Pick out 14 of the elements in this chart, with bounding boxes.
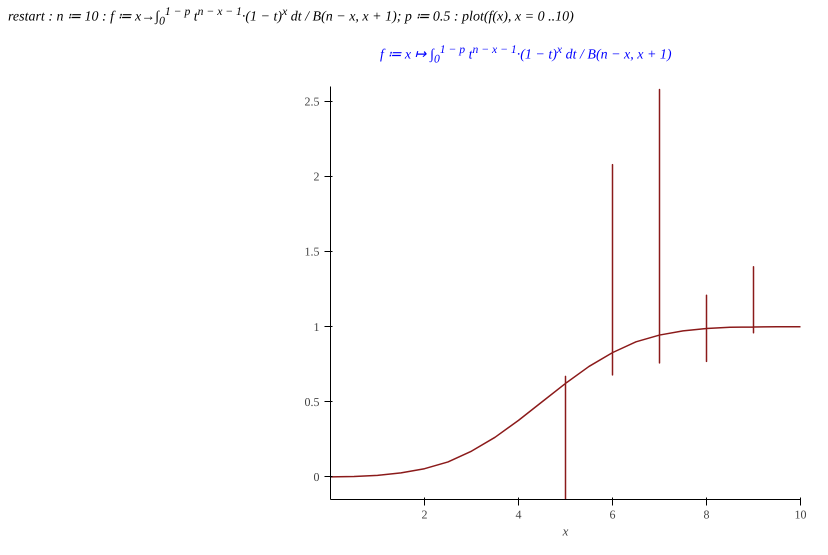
y-tick-label: 1.5	[304, 244, 320, 259]
x-tick-label: 6	[610, 508, 616, 522]
y-tick-label: 2.5	[304, 94, 320, 109]
x-axis-title: x	[562, 524, 569, 538]
x-tick-label: 2	[422, 508, 428, 522]
text: restart : n ≔ 10 : f ≔ x→∫$_{0}$$^{1 − p}$ t$^{n − x − 1}$·(1 − t)$^{x}$ dt / B(n − x, x + 1); p ≔ 0.5 : plot(f(x), x = 0 ..10)	[8, 4, 574, 30]
text: f ≔ x ↦ ∫$_{0}$$^{1 − p}$ t$^{n − x − 1}$·(1 − t)$^{x}$ dt / B(n − x, x + 1)	[380, 42, 672, 68]
y-tick-label: 2	[314, 170, 320, 184]
y-tick-label: 0	[314, 470, 320, 484]
x-tick-label: 10	[794, 508, 806, 522]
y-tick-label: 1	[314, 320, 320, 334]
x-tick-label: 8	[704, 508, 710, 522]
x-tick-label: 4	[516, 508, 522, 522]
y-tick-label: 0.5	[304, 394, 320, 409]
